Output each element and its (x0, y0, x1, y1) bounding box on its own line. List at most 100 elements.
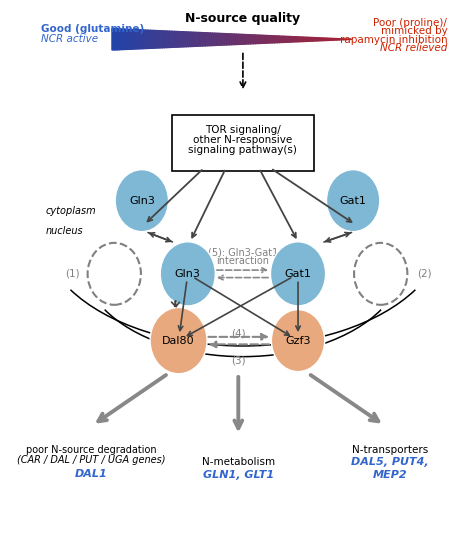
Text: NCR relieved: NCR relieved (380, 43, 447, 53)
Polygon shape (215, 33, 218, 46)
Text: NCR active: NCR active (41, 34, 98, 44)
Text: (4): (4) (231, 329, 246, 339)
Polygon shape (286, 37, 289, 42)
Circle shape (327, 170, 380, 231)
Text: Poor (proline)/: Poor (proline)/ (374, 18, 447, 28)
Circle shape (160, 242, 215, 306)
Polygon shape (279, 36, 282, 42)
Text: Gln3: Gln3 (175, 269, 201, 279)
Circle shape (115, 170, 168, 231)
Polygon shape (205, 33, 208, 46)
Polygon shape (117, 29, 119, 50)
Polygon shape (344, 39, 346, 40)
Polygon shape (131, 30, 134, 49)
Polygon shape (315, 38, 318, 41)
Polygon shape (160, 31, 163, 48)
Polygon shape (121, 29, 124, 49)
Polygon shape (258, 35, 261, 43)
Circle shape (150, 308, 207, 374)
Polygon shape (308, 38, 311, 41)
Polygon shape (329, 38, 332, 40)
Polygon shape (243, 34, 246, 44)
Polygon shape (274, 36, 277, 43)
Polygon shape (313, 38, 316, 41)
Polygon shape (303, 37, 306, 41)
Text: mimicked by: mimicked by (381, 26, 447, 37)
Polygon shape (327, 38, 330, 40)
Text: Gat1: Gat1 (340, 195, 366, 206)
Polygon shape (150, 31, 153, 48)
Polygon shape (193, 32, 196, 46)
Polygon shape (157, 31, 160, 48)
Polygon shape (227, 34, 229, 45)
Polygon shape (322, 38, 325, 41)
Polygon shape (270, 35, 273, 43)
Text: rapamycin inhibition: rapamycin inhibition (340, 35, 447, 45)
Polygon shape (241, 34, 244, 44)
Circle shape (88, 243, 141, 305)
Polygon shape (236, 34, 239, 45)
Text: (1): (1) (65, 269, 80, 279)
Text: (2): (2) (417, 269, 432, 279)
Polygon shape (176, 32, 179, 47)
Polygon shape (332, 39, 335, 40)
Polygon shape (325, 38, 328, 40)
Text: (5): Gln3-Gat1: (5): Gln3-Gat1 (208, 248, 278, 257)
Text: nucleus: nucleus (46, 226, 83, 236)
Polygon shape (188, 32, 191, 47)
Polygon shape (310, 38, 313, 41)
Circle shape (272, 310, 325, 372)
Polygon shape (198, 32, 201, 46)
Text: Good (glutamine): Good (glutamine) (41, 24, 144, 34)
Text: TOR signaling/: TOR signaling/ (205, 125, 281, 135)
Polygon shape (201, 33, 203, 46)
Text: Gzf3: Gzf3 (285, 336, 311, 346)
Polygon shape (337, 39, 339, 40)
Polygon shape (172, 31, 174, 47)
Polygon shape (114, 29, 117, 50)
Polygon shape (119, 29, 122, 50)
Polygon shape (277, 36, 280, 42)
Polygon shape (155, 31, 158, 48)
Text: Gat1: Gat1 (284, 269, 311, 279)
Polygon shape (296, 37, 299, 42)
Polygon shape (289, 37, 292, 42)
Polygon shape (282, 36, 284, 42)
Polygon shape (169, 31, 172, 47)
Polygon shape (231, 34, 234, 45)
Polygon shape (126, 30, 129, 49)
Polygon shape (219, 33, 222, 45)
Text: (CAR / DAL / PUT / UGA genes): (CAR / DAL / PUT / UGA genes) (17, 455, 165, 465)
Polygon shape (124, 29, 127, 49)
Polygon shape (164, 31, 167, 48)
Polygon shape (246, 34, 248, 44)
Polygon shape (186, 32, 189, 47)
Polygon shape (134, 30, 137, 49)
Polygon shape (143, 30, 146, 49)
Polygon shape (153, 31, 155, 48)
Polygon shape (334, 39, 337, 40)
Polygon shape (251, 35, 254, 44)
Polygon shape (208, 33, 210, 46)
Polygon shape (298, 37, 301, 42)
Polygon shape (136, 30, 139, 49)
Polygon shape (212, 33, 215, 46)
Polygon shape (112, 28, 115, 50)
Text: cytoplasm: cytoplasm (46, 206, 96, 216)
Polygon shape (191, 32, 194, 47)
Polygon shape (305, 37, 308, 41)
Polygon shape (284, 37, 287, 42)
Polygon shape (265, 35, 268, 43)
FancyBboxPatch shape (172, 115, 314, 171)
Polygon shape (301, 37, 303, 41)
Text: interaction: interaction (217, 256, 269, 266)
Polygon shape (320, 38, 323, 41)
Polygon shape (179, 32, 182, 47)
Polygon shape (167, 31, 170, 48)
Polygon shape (318, 38, 320, 41)
Polygon shape (222, 33, 225, 45)
Text: Dal80: Dal80 (162, 336, 195, 346)
Text: DAL5, PUT4,: DAL5, PUT4, (351, 457, 428, 467)
Polygon shape (162, 31, 165, 48)
Polygon shape (253, 35, 256, 43)
